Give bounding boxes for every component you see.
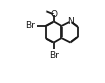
Text: Br: Br [49, 51, 59, 60]
Bar [53, 14, 55, 15]
Text: O: O [46, 11, 47, 12]
Bar [53, 50, 55, 52]
Text: N: N [67, 17, 74, 26]
Bar [70, 21, 71, 22]
Text: O: O [50, 10, 57, 19]
Bar [33, 25, 36, 27]
Text: Br: Br [25, 21, 35, 30]
